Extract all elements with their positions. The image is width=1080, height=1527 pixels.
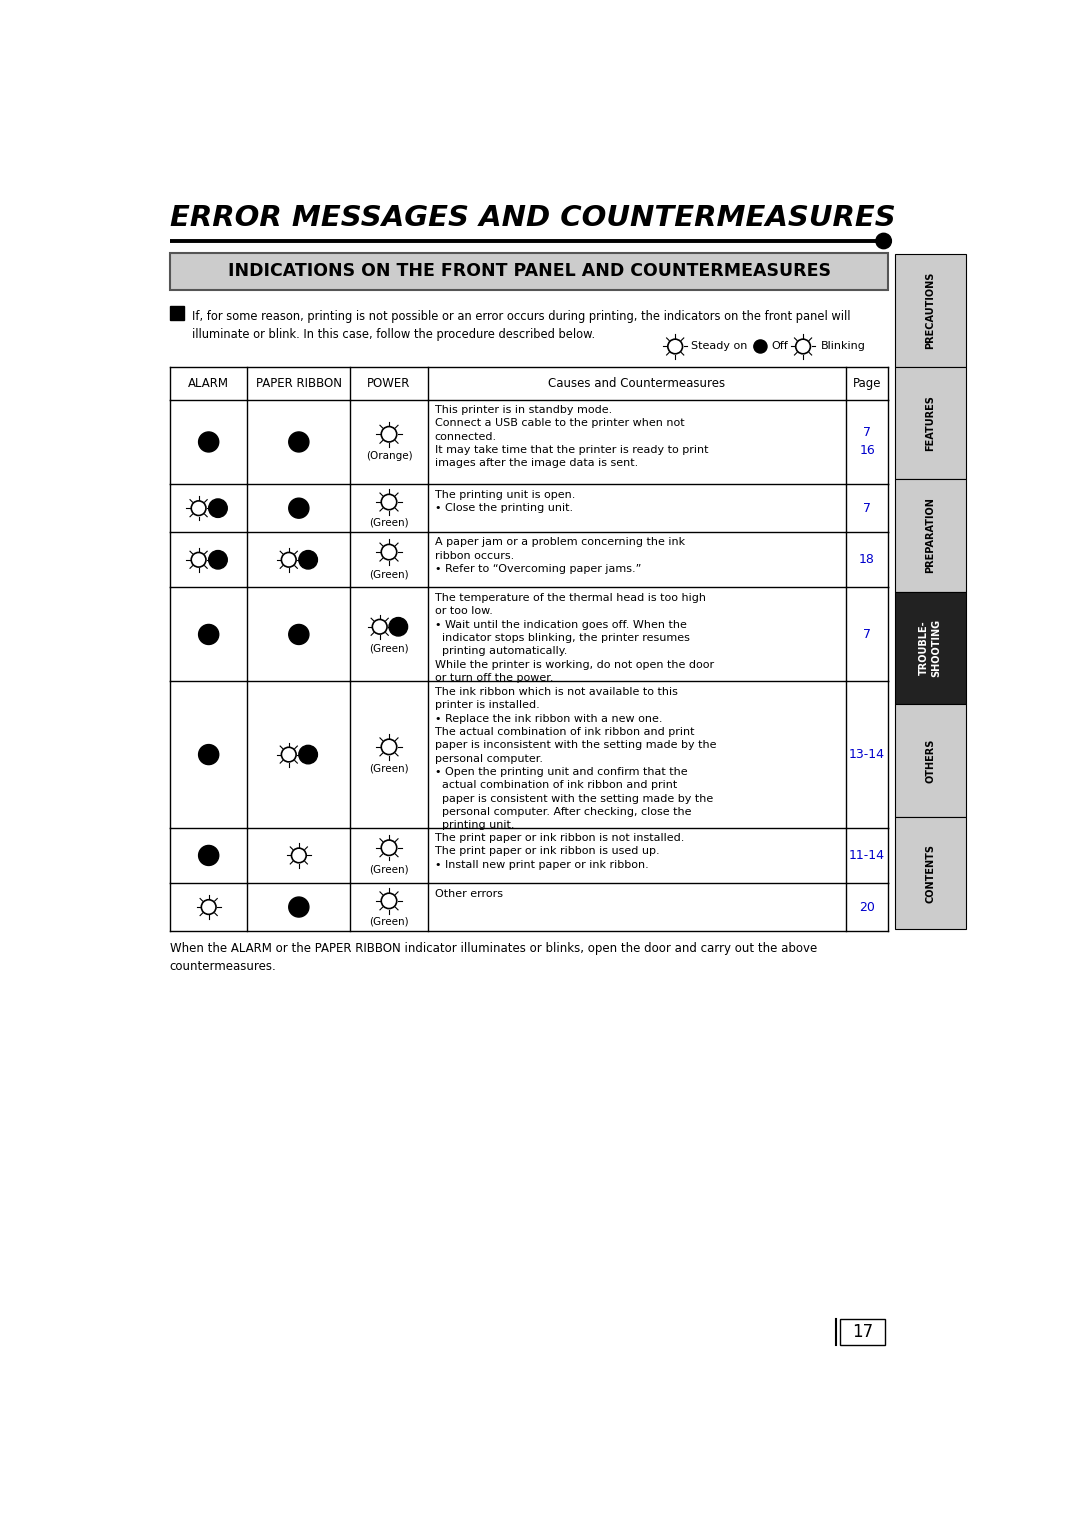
- Text: ALARM: ALARM: [188, 377, 229, 389]
- Text: 13-14: 13-14: [849, 748, 886, 760]
- Text: FEATURES: FEATURES: [926, 395, 935, 450]
- Circle shape: [199, 625, 219, 644]
- Text: (Green): (Green): [369, 518, 409, 527]
- Text: 11-14: 11-14: [849, 849, 886, 861]
- Text: The print paper or ink ribbon is not installed.
The print paper or ink ribbon is: The print paper or ink ribbon is not ins…: [435, 834, 684, 870]
- Text: (Green): (Green): [369, 864, 409, 875]
- FancyBboxPatch shape: [840, 1319, 886, 1345]
- Circle shape: [208, 551, 227, 570]
- Circle shape: [288, 432, 309, 452]
- FancyBboxPatch shape: [170, 252, 889, 290]
- Text: PRECAUTIONS: PRECAUTIONS: [926, 272, 935, 350]
- Text: The temperature of the thermal head is too high
or too low.
• Wait until the ind: The temperature of the thermal head is t…: [435, 592, 714, 683]
- FancyBboxPatch shape: [894, 253, 966, 366]
- Text: 7: 7: [863, 628, 872, 641]
- FancyBboxPatch shape: [894, 704, 966, 817]
- FancyBboxPatch shape: [894, 817, 966, 930]
- Text: This printer is in standby mode.
Connect a USB cable to the printer when not
con: This printer is in standby mode. Connect…: [435, 405, 708, 469]
- Text: (Orange): (Orange): [366, 450, 413, 461]
- Text: ERROR MESSAGES AND COUNTERMEASURES: ERROR MESSAGES AND COUNTERMEASURES: [170, 205, 895, 232]
- Text: Page: Page: [853, 377, 881, 389]
- Circle shape: [299, 551, 318, 570]
- Circle shape: [288, 625, 309, 644]
- Text: OTHERS: OTHERS: [926, 739, 935, 783]
- Text: If, for some reason, printing is not possible or an error occurs during printing: If, for some reason, printing is not pos…: [191, 310, 850, 341]
- Text: (Green): (Green): [369, 644, 409, 654]
- Circle shape: [199, 745, 219, 765]
- Text: PAPER RIBBON: PAPER RIBBON: [256, 377, 342, 389]
- Text: POWER: POWER: [367, 377, 410, 389]
- Circle shape: [876, 234, 891, 249]
- Text: 7
16: 7 16: [860, 426, 875, 458]
- Text: (Green): (Green): [369, 764, 409, 774]
- Text: 20: 20: [860, 901, 875, 913]
- FancyBboxPatch shape: [894, 366, 966, 479]
- Text: Steady on: Steady on: [691, 342, 747, 351]
- Text: CONTENTS: CONTENTS: [926, 843, 935, 902]
- Text: A paper jam or a problem concerning the ink
ribbon occurs.
• Refer to “Overcomin: A paper jam or a problem concerning the …: [435, 538, 685, 574]
- Text: The printing unit is open.
• Close the printing unit.: The printing unit is open. • Close the p…: [435, 490, 576, 513]
- Circle shape: [208, 499, 227, 518]
- Text: Off: Off: [771, 342, 788, 351]
- Text: 7: 7: [863, 502, 872, 515]
- Text: TROUBLE-
SHOOTING: TROUBLE- SHOOTING: [919, 618, 942, 676]
- Circle shape: [754, 341, 767, 353]
- Circle shape: [299, 745, 318, 764]
- Text: INDICATIONS ON THE FRONT PANEL AND COUNTERMEASURES: INDICATIONS ON THE FRONT PANEL AND COUNT…: [228, 263, 831, 281]
- Text: Blinking: Blinking: [821, 342, 866, 351]
- Circle shape: [288, 896, 309, 918]
- Text: (Green): (Green): [369, 916, 409, 927]
- Text: 17: 17: [852, 1322, 874, 1341]
- Text: Causes and Countermeasures: Causes and Countermeasures: [549, 377, 726, 389]
- Text: When the ALARM or the PAPER RIBBON indicator illuminates or blinks, open the doo: When the ALARM or the PAPER RIBBON indic…: [170, 942, 818, 973]
- FancyBboxPatch shape: [894, 479, 966, 592]
- FancyBboxPatch shape: [170, 305, 184, 319]
- FancyBboxPatch shape: [894, 592, 966, 704]
- Text: 18: 18: [860, 553, 875, 567]
- Text: (Green): (Green): [369, 570, 409, 579]
- Circle shape: [199, 432, 219, 452]
- Text: The ink ribbon which is not available to this
printer is installed.
• Replace th: The ink ribbon which is not available to…: [435, 687, 716, 831]
- Text: Other errors: Other errors: [435, 889, 503, 898]
- Circle shape: [199, 846, 219, 866]
- Text: PREPARATION: PREPARATION: [926, 498, 935, 573]
- Circle shape: [288, 498, 309, 518]
- Circle shape: [389, 617, 407, 637]
